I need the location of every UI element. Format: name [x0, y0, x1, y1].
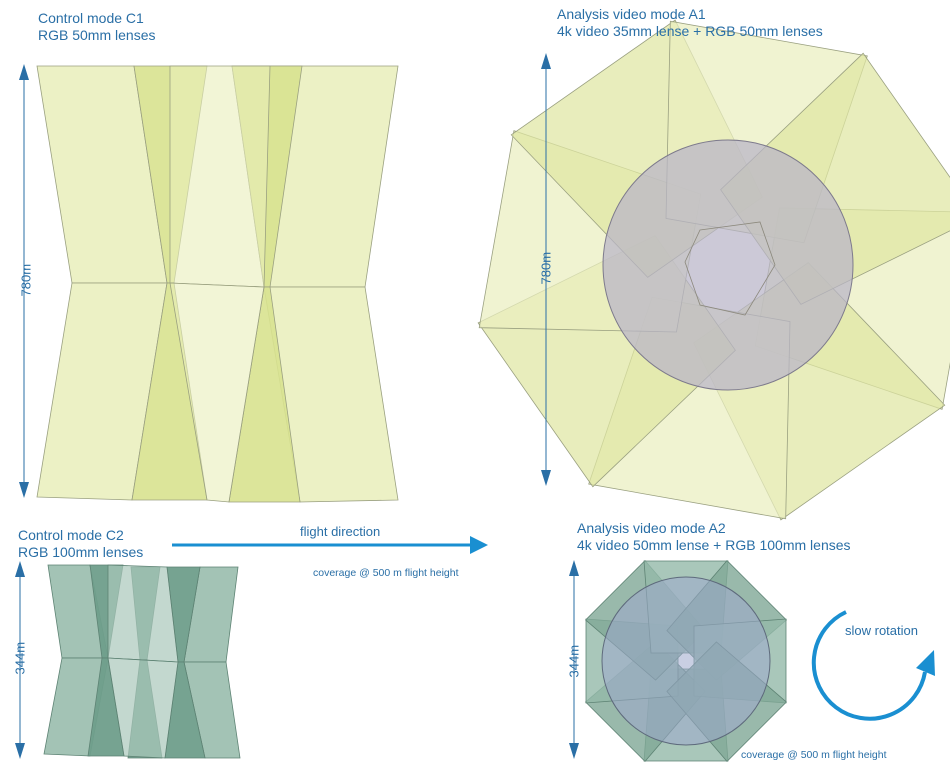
a2-video-coverage-circle — [601, 576, 771, 746]
a2-dimension-label: 344m — [566, 644, 582, 678]
c2-dimension-line — [15, 561, 25, 759]
a2-dimension-line — [569, 560, 579, 759]
c1-dimension-label: 780m — [18, 263, 34, 297]
c1-footprints — [36, 65, 399, 503]
c1-title: Control mode C1 — [38, 10, 144, 26]
a2-subtitle: 4k video 50mm lense + RGB 100mm lenses — [577, 537, 851, 553]
c2-footprint — [107, 657, 179, 759]
a1-center-lines — [684, 221, 776, 316]
c1-subtitle: RGB 50mm lenses — [38, 27, 156, 43]
footer-coverage-note: coverage @ 500 m flight height — [741, 749, 887, 761]
a1-dimension-line — [541, 53, 551, 486]
a1-dimension-label: 780m — [538, 251, 554, 285]
c2-dimension-label: 344m — [12, 641, 28, 675]
a1-subtitle: 4k video 35mm lense + RGB 50mm lenses — [557, 23, 823, 39]
a1-title: Analysis video mode A1 — [557, 6, 706, 22]
slow-rotation-arrow — [811, 610, 935, 721]
c1-dimension-line — [19, 64, 29, 498]
flight-direction-arrow — [172, 536, 488, 554]
slow-rotation-label: slow rotation — [845, 623, 918, 638]
c2-subtitle: RGB 100mm lenses — [18, 544, 144, 560]
c2-footprint — [107, 564, 179, 663]
c1-footprint — [169, 282, 265, 503]
c1-footprint — [169, 65, 271, 288]
flight-direction-label: flight direction — [300, 524, 381, 539]
a1-video-coverage-circle — [602, 139, 854, 391]
c2-title: Control mode C2 — [18, 527, 124, 543]
flight-coverage-note: coverage @ 500 m flight height — [313, 567, 459, 579]
a2-title: Analysis video mode A2 — [577, 520, 726, 536]
c2-footprints — [43, 564, 241, 759]
